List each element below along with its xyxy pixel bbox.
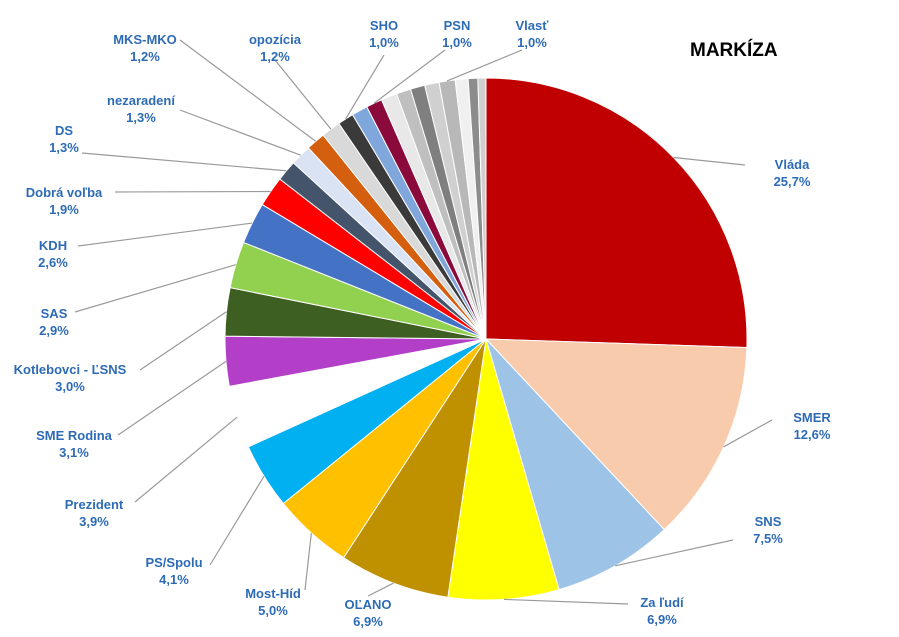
- data-label-value: 1,2%: [130, 49, 160, 64]
- data-label-value: 1,0%: [517, 35, 547, 50]
- data-label-value: 3,1%: [59, 445, 89, 460]
- data-label-value: 1,2%: [260, 49, 290, 64]
- data-label: Prezident 3,9%: [65, 496, 124, 530]
- data-label: Vláda 25,7%: [774, 156, 811, 190]
- data-label-name: SNS: [754, 514, 782, 529]
- data-label-name: opozícia: [248, 32, 302, 47]
- data-label: PSN 1,0%: [442, 17, 472, 51]
- data-label-name: KDH: [38, 238, 68, 253]
- data-label: MKS-MKO 1,2%: [113, 31, 177, 65]
- data-label-value: 1,9%: [49, 202, 79, 217]
- data-label: SHO 1,0%: [369, 17, 399, 51]
- data-label-name: SHO: [369, 18, 399, 33]
- data-label-value: 4,1%: [159, 572, 189, 587]
- data-label-name: Prezident: [64, 497, 124, 512]
- leader-line: [139, 311, 227, 371]
- data-label: Most-Híd 5,0%: [245, 585, 301, 619]
- data-label: Vlasť 1,0%: [516, 17, 549, 51]
- pie-slice-unlabeled-27: [477, 77, 487, 340]
- leader-line: [304, 532, 312, 591]
- data-label: nezaradení 1,3%: [107, 92, 175, 126]
- data-label: SME Rodina 3,1%: [36, 427, 112, 461]
- data-label-value: 1,0%: [442, 35, 472, 50]
- chart-title: MARKÍZA: [690, 40, 778, 61]
- data-label-name: SME Rodina: [36, 428, 112, 443]
- leader-line: [673, 156, 746, 166]
- data-label: Kotlebovci - ĽSNS 3,0%: [14, 361, 127, 395]
- data-label-value: 6,9%: [647, 612, 677, 627]
- data-label: SNS 7,5%: [753, 513, 783, 547]
- leader-line: [179, 39, 316, 142]
- leader-line: [367, 582, 394, 597]
- data-label: KDH 2,6%: [38, 237, 68, 271]
- data-label-name: Dobrá voľba: [25, 185, 103, 200]
- data-label: SAS 2,9%: [39, 305, 69, 339]
- leader-line: [74, 264, 236, 313]
- data-label-value: 1,0%: [369, 35, 399, 50]
- leader-line: [134, 416, 238, 503]
- data-label-name: OĽANO: [344, 597, 392, 612]
- data-label-name: PSN: [443, 18, 471, 33]
- data-label-name: nezaradení: [107, 93, 175, 108]
- leader-line: [117, 360, 227, 436]
- data-label-value: 2,9%: [39, 323, 69, 338]
- data-label-name: MKS-MKO: [113, 32, 177, 47]
- leader-line: [274, 59, 332, 130]
- leader-line: [179, 109, 301, 156]
- data-label: SMER 12,6%: [793, 409, 831, 443]
- data-label: DS 1,3%: [49, 122, 79, 156]
- data-label: OĽANO 6,9%: [345, 596, 392, 630]
- leader-line: [373, 49, 446, 104]
- data-label-name: Most-Híd: [245, 586, 301, 601]
- leader-line: [723, 419, 773, 448]
- data-label-value: 6,9%: [353, 614, 383, 629]
- leader-line: [345, 54, 385, 120]
- data-label-value: 3,9%: [79, 514, 109, 529]
- leader-line: [446, 49, 523, 82]
- data-label-value: 2,6%: [38, 255, 68, 270]
- data-label-value: 3,0%: [55, 379, 85, 394]
- pie-slice-oľano: [342, 338, 487, 598]
- leader-line: [503, 598, 629, 605]
- data-label: Za ľudí 6,9%: [640, 594, 683, 628]
- leader-line: [77, 222, 253, 247]
- leader-line: [209, 475, 265, 566]
- data-label-name: Kotlebovci - ĽSNS: [13, 362, 127, 377]
- data-label-value: 1,3%: [49, 140, 79, 155]
- data-label: opozícia 1,2%: [249, 31, 301, 65]
- data-label-name: Za ľudí: [640, 595, 684, 610]
- pie-slice-vláda: [485, 77, 748, 349]
- data-label: Dobrá voľba 1,9%: [26, 184, 103, 218]
- data-label: PS/Spolu 4,1%: [145, 554, 202, 588]
- data-label-value: 25,7%: [773, 174, 811, 189]
- data-label-name: PS/Spolu: [145, 555, 203, 570]
- data-label-name: SMER: [793, 410, 831, 425]
- data-label-value: 1,3%: [126, 110, 156, 125]
- leader-line: [615, 539, 734, 567]
- data-label-name: SAS: [40, 306, 68, 321]
- data-label-name: Vláda: [774, 157, 810, 172]
- data-label-value: 12,6%: [793, 427, 831, 442]
- data-label-name: DS: [54, 123, 74, 138]
- leader-line: [81, 152, 287, 172]
- pie-slice-za-ľudí: [447, 338, 560, 601]
- data-label-name: Vlasť: [515, 18, 549, 33]
- data-label-value: 7,5%: [753, 531, 783, 546]
- data-label-value: 5,0%: [258, 603, 288, 618]
